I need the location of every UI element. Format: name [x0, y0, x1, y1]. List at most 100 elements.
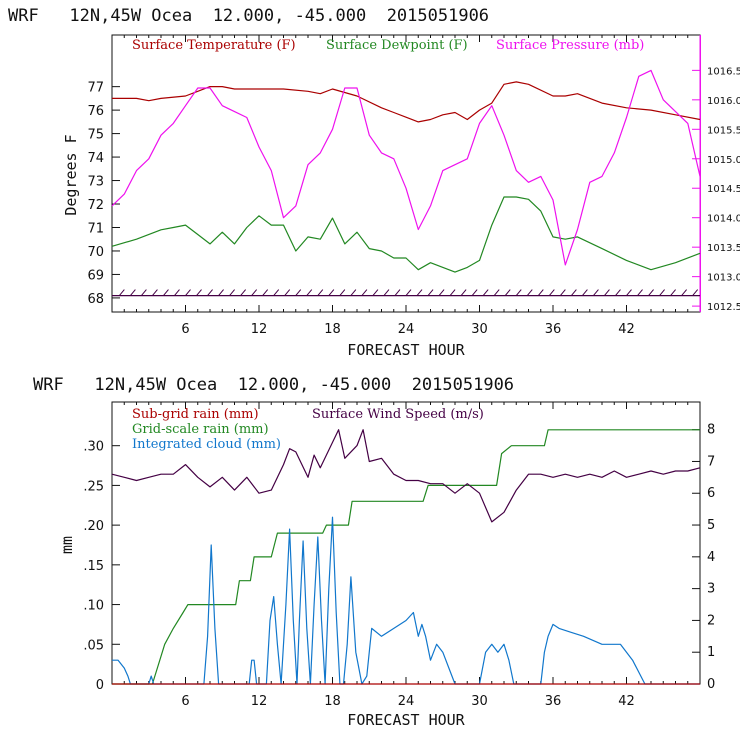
legend-gridscale-rain: Grid-scale rain (mm) [132, 422, 269, 437]
x-tick-label: 6 [181, 322, 189, 337]
wind-barb [416, 289, 423, 296]
wind-barb [207, 289, 213, 296]
wind-barb [141, 289, 147, 296]
y2-tick-label: 1014.0 [707, 214, 740, 225]
wind-barb [295, 289, 302, 296]
legend-temperature: Surface Temperature (F) [132, 38, 296, 53]
y2-tick-label: 4 [707, 550, 715, 565]
precipitation-wind-panel: WRF 12N,45W Ocea 12.000, -45.000 2015051… [33, 375, 715, 729]
y2-tick-label: 1 [707, 645, 715, 660]
wind-barb [504, 289, 511, 296]
y-tick-label: 74 [87, 151, 104, 166]
wind-barb [262, 289, 269, 296]
wind-barb [548, 289, 555, 296]
integrated-cloud-mm-line [112, 516, 700, 685]
wind-barb [670, 289, 676, 296]
wind-barb [692, 289, 699, 296]
wind-barb [482, 289, 489, 296]
surface-temperature-f-line [112, 81, 701, 123]
y-tick-label: 68 [87, 292, 104, 307]
y-tick-label: 75 [87, 128, 104, 143]
wind-barb [460, 289, 467, 296]
x-tick-label: 12 [251, 694, 268, 709]
wind-barb [493, 289, 500, 296]
x-tick-label: 36 [545, 694, 562, 709]
x-axis-title: FORECAST HOUR [347, 341, 465, 359]
y-tick-label: 71 [87, 221, 104, 236]
surface-wind-speed-m-s-line [111, 429, 701, 523]
y2-tick-label: 1013.0 [707, 273, 740, 284]
wind-barb [383, 289, 390, 296]
y-tick-label: 0 [96, 678, 104, 693]
wind-barb [196, 289, 202, 296]
wind-barb [559, 289, 566, 296]
y-tick-label: 73 [87, 175, 104, 190]
y-tick-label: .25 [83, 479, 104, 494]
wind-barb [229, 289, 235, 296]
wind-barb [615, 289, 621, 296]
wind-barb [284, 289, 291, 296]
y-tick-label: 69 [87, 268, 104, 283]
legend-wind-speed: Surface Wind Speed (m/s) [312, 407, 484, 422]
y2-tick-label: 1016.0 [707, 96, 740, 107]
y2-tick-label: 1013.5 [707, 243, 740, 254]
x-tick-label: 18 [324, 322, 341, 337]
y-tick-label: .15 [83, 559, 104, 574]
y-tick-label: 77 [87, 81, 104, 96]
wind-barb [604, 289, 610, 296]
pressure-axis-line [699, 35, 701, 312]
x-tick-label: 6 [181, 694, 189, 709]
y2-tick-label: 1016.5 [707, 66, 740, 77]
wind-barb [118, 289, 125, 296]
surface-dewpoint-f-line [111, 196, 701, 273]
y2-tick-label: 1015.5 [707, 125, 740, 136]
wind-barb [526, 289, 533, 296]
wind-barb [582, 289, 588, 296]
y2-tick-label: 0 [707, 677, 715, 692]
wind-barb [537, 289, 544, 296]
y2-tick-label: 1015.0 [707, 155, 740, 166]
y-tick-label: 70 [87, 245, 104, 260]
x-tick-label: 42 [618, 322, 635, 337]
wind-barb [593, 289, 599, 296]
x-tick-label: 30 [471, 322, 488, 337]
legend-dewpoint: Surface Dewpoint (F) [326, 38, 468, 53]
x-tick-label: 12 [251, 322, 268, 337]
wind-barb [438, 289, 445, 296]
wind-barb [405, 289, 412, 296]
surface-pressure-mb-line [111, 69, 701, 266]
legend-integrated-cloud: Integrated cloud (mm) [132, 437, 281, 452]
wind-barb [251, 289, 258, 296]
x-tick-label: 24 [398, 694, 415, 709]
wind-barb [152, 289, 158, 296]
wind-barb [570, 289, 577, 296]
y-tick-label: .30 [83, 440, 104, 455]
wind-barb [317, 289, 324, 296]
y2-tick-label: 6 [707, 486, 715, 501]
y-tick-label: 72 [87, 198, 104, 213]
wind-barb [648, 289, 654, 296]
y2-tick-label: 8 [707, 423, 715, 438]
legend-pressure: Surface Pressure (mb) [496, 38, 644, 53]
wind-barb [471, 289, 478, 296]
wind-barb [339, 289, 346, 296]
wind-barb [626, 289, 632, 296]
wind-barb [163, 289, 169, 296]
x-tick-label: 36 [545, 322, 562, 337]
wind-barb [361, 289, 368, 296]
wind-barb [273, 289, 280, 296]
wind-barb [372, 289, 379, 296]
wind-barb [637, 289, 643, 296]
x-tick-label: 42 [618, 694, 635, 709]
panel-title: WRF 12N,45W Ocea 12.000, -45.000 2015051… [33, 375, 514, 395]
wind-barb [328, 289, 335, 296]
wind-barb [681, 289, 688, 296]
y2-tick-label: 2 [707, 613, 715, 628]
plot-frame [111, 34, 701, 313]
wind-barb [174, 289, 180, 296]
wind-barb [350, 289, 357, 296]
y2-tick-label: 1012.5 [707, 302, 740, 313]
y-axis-title: Degrees F [62, 134, 80, 215]
y-tick-label: .10 [83, 599, 104, 614]
